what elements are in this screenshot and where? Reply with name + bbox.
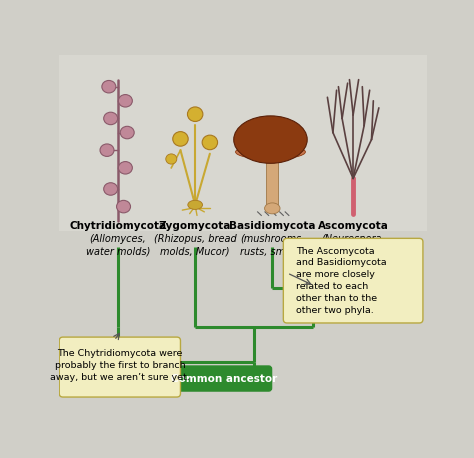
Ellipse shape	[117, 200, 130, 213]
Text: The Chytridiomycota were
probably the first to branch
away, but we aren’t sure y: The Chytridiomycota were probably the fi…	[50, 349, 190, 382]
Ellipse shape	[102, 81, 116, 93]
Ellipse shape	[104, 112, 118, 125]
FancyBboxPatch shape	[283, 238, 423, 323]
Text: Ascomycota: Ascomycota	[318, 221, 389, 231]
FancyBboxPatch shape	[178, 366, 272, 391]
Ellipse shape	[100, 144, 114, 157]
Text: Basidiomycota: Basidiomycota	[229, 221, 316, 231]
Text: The Ascomycota
and Basidiomycota
are more closely
related to each
other than to : The Ascomycota and Basidiomycota are mor…	[296, 247, 387, 315]
Ellipse shape	[236, 145, 305, 159]
Ellipse shape	[234, 116, 307, 164]
Text: Zygomycota: Zygomycota	[159, 221, 231, 231]
Text: Common ancestor: Common ancestor	[172, 374, 278, 383]
Ellipse shape	[104, 183, 118, 195]
Ellipse shape	[202, 135, 218, 150]
Ellipse shape	[166, 154, 177, 164]
Text: (Rhizopus, bread
molds, Mucor): (Rhizopus, bread molds, Mucor)	[154, 234, 237, 256]
FancyBboxPatch shape	[59, 337, 181, 397]
Text: (mushrooms,
rusts, smuts): (mushrooms, rusts, smuts)	[240, 234, 304, 256]
Bar	[266, 152, 278, 208]
Ellipse shape	[264, 203, 280, 214]
Ellipse shape	[188, 200, 202, 209]
Text: (Allomyces,
water molds): (Allomyces, water molds)	[86, 234, 150, 256]
Ellipse shape	[118, 94, 132, 107]
Ellipse shape	[187, 107, 203, 121]
Text: (Neurospora,
yeast, sac fungi): (Neurospora, yeast, sac fungi)	[313, 234, 393, 256]
Ellipse shape	[173, 131, 188, 146]
Ellipse shape	[120, 126, 134, 139]
Bar	[59, 55, 427, 231]
Ellipse shape	[118, 162, 132, 174]
Text: Chytridiomycota: Chytridiomycota	[70, 221, 166, 231]
